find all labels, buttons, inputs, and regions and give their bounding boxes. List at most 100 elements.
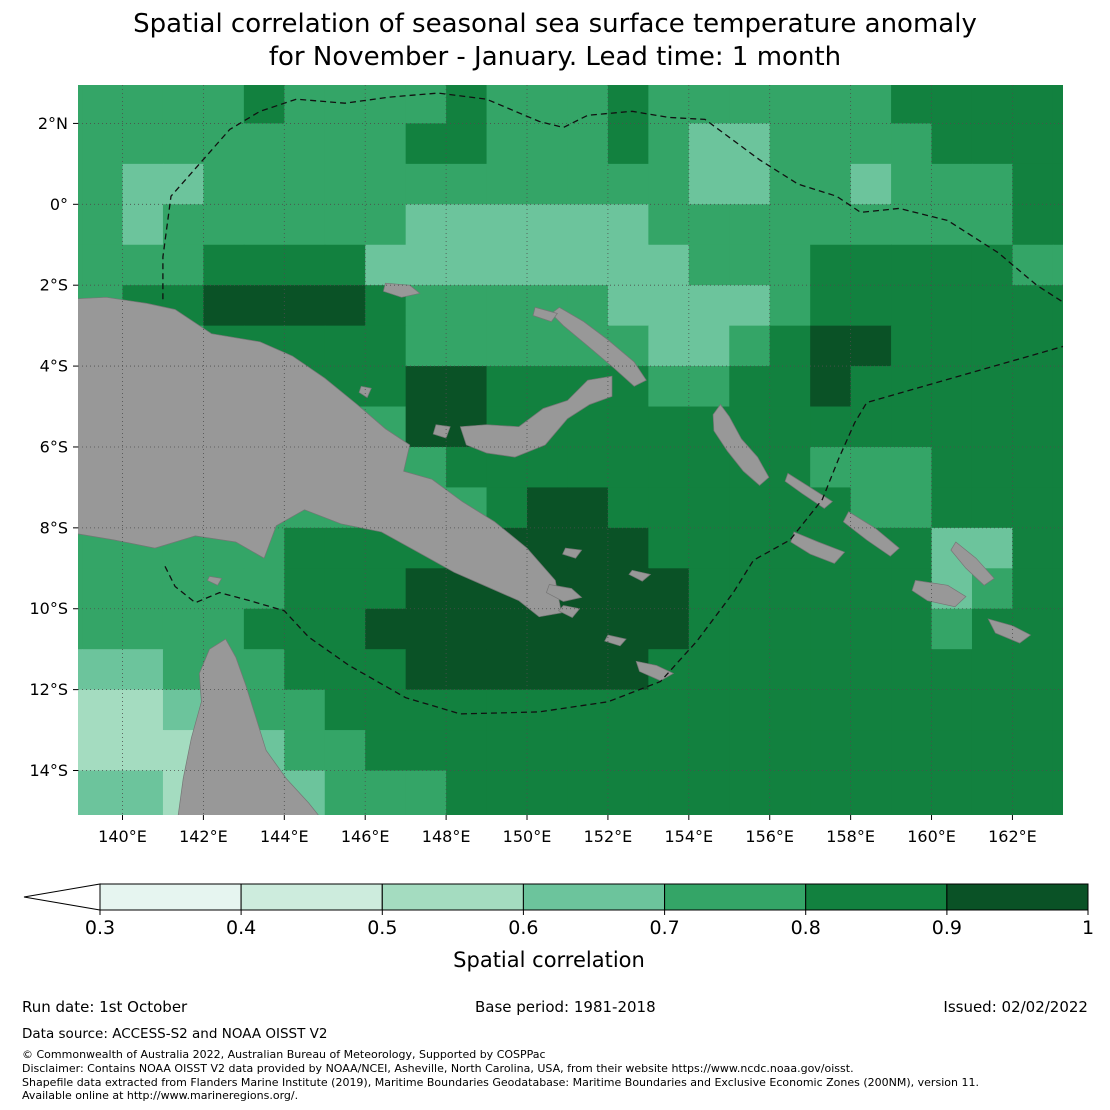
heatmap-cell xyxy=(729,527,771,569)
heatmap-cell xyxy=(486,366,528,408)
heatmap-cell xyxy=(78,689,83,731)
heatmap-cell xyxy=(607,85,649,125)
x-axis-labels: 140°E 142°E 144°E 146°E 148°E 150°E 152°E 154°E… xyxy=(98,815,1037,846)
heatmap-cell xyxy=(971,487,1014,529)
heatmap-cell xyxy=(810,325,852,367)
heatmap-cell xyxy=(931,730,973,772)
heatmap-cell xyxy=(405,770,447,812)
heatmap-cell xyxy=(1052,689,1063,731)
heatmap-cell xyxy=(729,730,771,772)
heatmap-cell xyxy=(527,123,569,165)
heatmap-cell xyxy=(82,85,124,125)
heatmap-cell xyxy=(810,406,852,448)
heatmap-cell xyxy=(931,285,973,327)
eez-boundaries xyxy=(162,92,1063,715)
y-tick-label: 2°N xyxy=(38,114,68,133)
colorbar-segment xyxy=(240,883,383,911)
heatmap-cell xyxy=(446,85,488,125)
heatmap-cell xyxy=(567,810,609,815)
x-tick-label: 156°E xyxy=(745,827,794,846)
heatmap-cell xyxy=(405,163,447,205)
chart-title-line1: Spatial correlation of seasonal sea surf… xyxy=(133,9,977,39)
heatmap-cell xyxy=(162,244,204,286)
heatmap-cell xyxy=(122,244,164,286)
heatmap-cell xyxy=(810,123,852,165)
heatmap-cell xyxy=(931,325,973,367)
heatmap-cell xyxy=(688,770,730,812)
heatmap-cell xyxy=(810,649,852,691)
heatmap-cell xyxy=(688,689,730,731)
heatmap-cell xyxy=(405,568,447,610)
heatmap-cell xyxy=(567,730,609,772)
x-tick-label: 150°E xyxy=(503,827,552,846)
heatmap-cell xyxy=(446,446,488,489)
heatmap-cell xyxy=(365,608,407,650)
heatmap-cell xyxy=(648,244,690,286)
heatmap-cell xyxy=(607,163,649,205)
heatmap-cell xyxy=(567,123,609,165)
heatmap-cell xyxy=(284,527,326,569)
y-axis-labels: 2°N 0° 2°S 4°S 6°S 8°S 10°S 12°S 14°S xyxy=(29,114,78,780)
heatmap-cell xyxy=(850,770,892,812)
heatmap-cell xyxy=(243,85,285,125)
heatmap-cell xyxy=(1012,244,1054,286)
x-tick-label: 160°E xyxy=(907,827,956,846)
land-trobriand xyxy=(562,547,583,559)
heatmap-cell xyxy=(162,568,204,610)
heatmap-cell xyxy=(648,568,690,610)
heatmap-cell xyxy=(769,730,811,772)
heatmap-cell xyxy=(405,204,447,246)
heatmap-cell xyxy=(931,85,973,125)
heatmap-cell xyxy=(284,123,326,165)
heatmap-cell xyxy=(446,325,488,367)
colorbar-tick-label: 0.8 xyxy=(791,917,821,939)
heatmap-cell xyxy=(446,244,488,286)
heatmap-cell xyxy=(324,649,366,691)
heatmap-cell xyxy=(324,285,366,327)
heatmap-cell xyxy=(82,730,124,772)
chart-title: Spatial correlation of seasonal sea surf… xyxy=(0,8,1110,74)
heatmap-cell xyxy=(365,770,407,812)
y-tick-label: 2°S xyxy=(40,276,68,295)
heatmap-cell xyxy=(162,204,204,246)
heatmap-cell xyxy=(122,123,164,165)
heatmap-cell xyxy=(122,85,164,125)
y-tick-label: 4°S xyxy=(40,357,68,376)
heatmap-cell xyxy=(1012,285,1054,327)
heatmap-cell xyxy=(1012,366,1054,408)
heatmap-cell xyxy=(688,446,730,489)
heatmap-cell xyxy=(769,204,811,246)
heatmap-cell xyxy=(810,163,852,205)
land-torres-islands xyxy=(206,576,223,586)
heatmap-cell xyxy=(324,325,366,367)
heatmap-cell xyxy=(607,770,649,812)
heatmap-cell xyxy=(324,123,366,165)
heatmap-cell xyxy=(162,85,204,125)
heatmap-cell xyxy=(162,163,204,205)
heatmap-cell xyxy=(769,770,811,812)
heatmap-cell xyxy=(891,244,933,286)
heatmap-cell xyxy=(82,810,124,815)
heatmap-cell xyxy=(78,244,83,286)
heatmap-cell xyxy=(931,649,973,691)
land-malaita xyxy=(950,541,995,586)
heatmap-cell xyxy=(648,527,690,569)
data-source: Data source: ACCESS-S2 and NOAA OISST V2 xyxy=(22,1026,328,1042)
heatmap-cell xyxy=(607,446,649,489)
heatmap-cell xyxy=(850,123,892,165)
heatmap-cell xyxy=(891,406,933,448)
heatmap-cell xyxy=(891,204,933,246)
land-woodlark xyxy=(628,569,652,582)
heatmap-cell xyxy=(78,85,83,125)
heatmap-cell xyxy=(891,85,933,125)
heatmap-cell xyxy=(78,123,83,165)
heatmap-cell xyxy=(567,446,609,489)
heatmap-cell xyxy=(1052,85,1063,125)
heatmap-cell xyxy=(446,204,488,246)
heatmap-cell xyxy=(284,730,326,772)
land-umboi xyxy=(432,424,451,439)
heatmap-cell xyxy=(891,649,933,691)
heatmap-cell xyxy=(527,85,569,125)
heatmap-cell xyxy=(1012,163,1054,205)
land-new-britain xyxy=(459,375,613,458)
